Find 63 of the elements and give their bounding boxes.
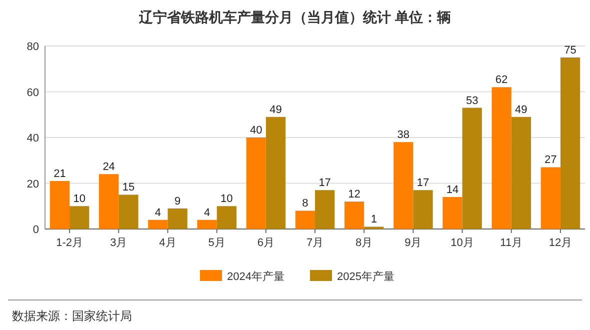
y-tick-label: 20 (26, 178, 39, 190)
x-tick-label: 11月 (500, 237, 523, 249)
bar (462, 108, 482, 229)
data-label: 14 (446, 184, 459, 196)
data-label: 4 (204, 206, 210, 219)
bar (315, 190, 335, 229)
y-tick-label: 80 (26, 41, 39, 53)
legend-label: 2025年产量 (337, 270, 394, 283)
bar (197, 220, 217, 229)
data-label: 15 (122, 182, 135, 194)
x-tick-label: 1-2月 (56, 237, 83, 249)
x-tick-label: 4月 (159, 237, 176, 249)
bar (394, 142, 414, 229)
y-tick-label: 40 (26, 132, 39, 144)
source-note: 数据来源：国家统计局 (12, 309, 132, 323)
data-label: 9 (174, 195, 181, 208)
bar (216, 206, 236, 229)
bar (413, 190, 433, 229)
data-label: 27 (544, 154, 557, 166)
data-label: 53 (466, 94, 478, 107)
x-tick-label: 9月 (404, 237, 422, 249)
bar (560, 57, 580, 229)
bar (492, 87, 512, 229)
x-tick-label: 12月 (548, 237, 572, 249)
data-label: 17 (318, 177, 331, 190)
bar (540, 167, 560, 229)
bar (70, 206, 90, 229)
x-tick-label: 8月 (356, 237, 373, 249)
data-label: 21 (54, 168, 66, 180)
bar (442, 196, 462, 229)
bar (511, 116, 531, 229)
bar (295, 210, 315, 229)
bar (266, 116, 286, 229)
x-tick-label: 7月 (306, 237, 324, 249)
data-label: 24 (102, 161, 115, 174)
x-tick-label: 6月 (257, 237, 274, 249)
data-label: 4 (154, 206, 161, 219)
data-label: 38 (397, 129, 410, 142)
data-label: 62 (495, 74, 508, 86)
bar (168, 208, 188, 229)
data-label: 49 (270, 104, 282, 116)
data-label: 1 (370, 214, 377, 226)
chart-title: 辽宁省铁路机车产量分月（当月值）统计 单位：辆 (138, 9, 451, 25)
bar (246, 138, 266, 229)
data-label: 49 (515, 104, 528, 116)
data-label: 75 (564, 44, 576, 56)
bar (50, 180, 70, 229)
data-label: 40 (250, 124, 262, 136)
data-label: 8 (302, 198, 308, 210)
bar (99, 174, 119, 229)
y-tick-label: 60 (26, 86, 39, 99)
bar (344, 202, 364, 229)
legend-label: 2024年产量 (227, 270, 284, 283)
y-tick-label: 0 (32, 224, 39, 236)
data-label: 10 (73, 193, 86, 206)
x-tick-label: 10月 (450, 237, 474, 249)
x-tick-label: 3月 (110, 237, 128, 249)
data-label: 12 (348, 188, 360, 201)
bar (148, 220, 168, 229)
data-label: 17 (416, 177, 430, 190)
x-tick-label: 5月 (208, 237, 226, 249)
data-label: 10 (220, 193, 233, 206)
bar (118, 194, 138, 229)
